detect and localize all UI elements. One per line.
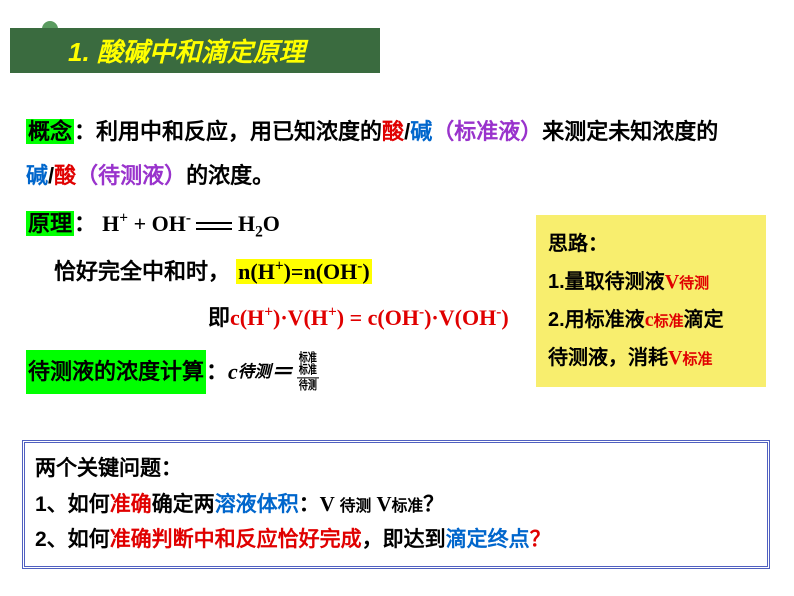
t: ) = c(OH — [337, 305, 419, 330]
problems-title: 两个关键问题： — [35, 451, 757, 487]
volume: 溶液体积 — [215, 493, 299, 516]
sidebox-line1: 1.量取待测液V待测 — [548, 263, 754, 301]
standard-liquid: （标准液） — [432, 119, 542, 144]
key-problems-box: 两个关键问题： 1、如何准确确定两溶液体积：V 待测 V标准？ 2、如何准确判断… — [22, 440, 770, 569]
text: O — [263, 211, 280, 236]
problem-1: 1、如何准确确定两溶液体积：V 待测 V标准？ — [35, 487, 757, 523]
thought-process-box: 思路： 1.量取待测液V待测 2.用标准液c标准滴定 待测液，消耗V标准 — [536, 215, 766, 387]
c-standard: c标准 — [645, 309, 684, 331]
text: H — [102, 211, 119, 236]
t: ？ — [423, 493, 444, 516]
text: n(H — [238, 259, 275, 284]
t: ) — [501, 305, 508, 330]
t: ：V — [299, 492, 340, 516]
t: 确定两 — [152, 493, 215, 516]
sup: + — [264, 304, 273, 321]
equals-sign — [196, 219, 232, 233]
t: V — [371, 492, 391, 516]
base-text: 碱 — [26, 163, 48, 188]
qmark: ？ — [530, 528, 551, 551]
t: 待测液，消耗 — [548, 347, 668, 369]
equation: H+ + OH- H2O — [102, 211, 280, 236]
cv-formula: c(H+)·V(H+) = c(OH-)·V(OH-) — [230, 305, 509, 330]
sup: + — [328, 304, 337, 321]
sidebox-line3: 待测液，消耗V标准 — [548, 339, 754, 377]
colon: ： — [206, 350, 228, 394]
c-var: c — [228, 350, 238, 394]
unknown-liquid: （待测液） — [76, 163, 186, 188]
text: ) — [362, 259, 369, 284]
t: 1、如何 — [35, 493, 110, 516]
text: 利用中和反应，用已知浓度的 — [96, 119, 382, 144]
t: 2.用标准液 — [548, 309, 645, 331]
t: 标准 — [299, 363, 317, 376]
t: )·V(H — [273, 305, 328, 330]
sub: 待测 — [679, 275, 709, 292]
endpoint: 滴定终点 — [446, 528, 530, 551]
text: 即 — [208, 305, 230, 330]
sidebox-line2: 2.用标准液c标准滴定 — [548, 301, 754, 339]
concept-paragraph: 概念：利用中和反应，用已知浓度的酸/碱（标准液）来测定未知浓度的碱/酸（待测液）… — [26, 110, 746, 198]
v-unknown: V待测 — [665, 271, 709, 293]
t: )·V(OH — [424, 305, 496, 330]
sup: - — [186, 210, 191, 227]
text: 的浓度。 — [186, 163, 274, 188]
principle-label: 原理 — [26, 211, 74, 236]
accurate: 准确 — [110, 493, 152, 516]
sub: 标准 — [392, 498, 424, 515]
text: ： — [74, 119, 96, 144]
concept-label: 概念 — [26, 119, 74, 144]
c: c — [645, 309, 654, 331]
t: 1.量取待测液 — [548, 271, 665, 293]
t: c(H — [230, 305, 264, 330]
t: 滴定 — [684, 309, 724, 331]
eq: ＝ — [271, 350, 293, 394]
problem-2: 2、如何准确判断中和反应恰好完成，即达到滴定终点？ — [35, 522, 757, 558]
denominator: 待测 — [297, 379, 319, 393]
section-title: 1. 酸碱中和滴定原理 — [68, 32, 305, 69]
calc-label: 待测液的浓度计算 — [26, 350, 206, 394]
accurate-judge: 准确判断中和反应恰好完成 — [110, 528, 362, 551]
v: V — [668, 347, 682, 369]
sidebox-title: 思路： — [548, 225, 754, 263]
text: )=n(OH — [284, 259, 358, 284]
mole-equation: n(H+)=n(OH-) — [236, 259, 372, 284]
colon: ： — [74, 211, 96, 236]
c-sub: 待测 — [238, 356, 271, 389]
acid-text: 酸 — [54, 163, 76, 188]
sub: 2 — [255, 223, 263, 240]
sub: 标准 — [682, 351, 712, 368]
t: 2、如何 — [35, 528, 110, 551]
acid-text: 酸 — [382, 119, 404, 144]
sub: 标准 — [654, 313, 684, 330]
v: V — [665, 271, 679, 293]
base-text: 碱 — [410, 119, 432, 144]
text: H — [238, 211, 255, 236]
v-standard: V标准 — [668, 347, 712, 369]
sub: 待测 — [340, 498, 372, 515]
text: + OH — [128, 211, 186, 236]
fraction: 标准 标准 待测 — [297, 351, 319, 393]
text: 来测定未知浓度的 — [542, 119, 718, 144]
sup: + — [275, 258, 284, 275]
numerator: 标准 标准 — [297, 351, 319, 378]
section-header: 1. 酸碱中和滴定原理 — [10, 28, 380, 73]
text: 恰好完全中和时， — [54, 259, 230, 284]
t: ，即达到 — [362, 528, 446, 551]
sup: + — [119, 210, 128, 227]
